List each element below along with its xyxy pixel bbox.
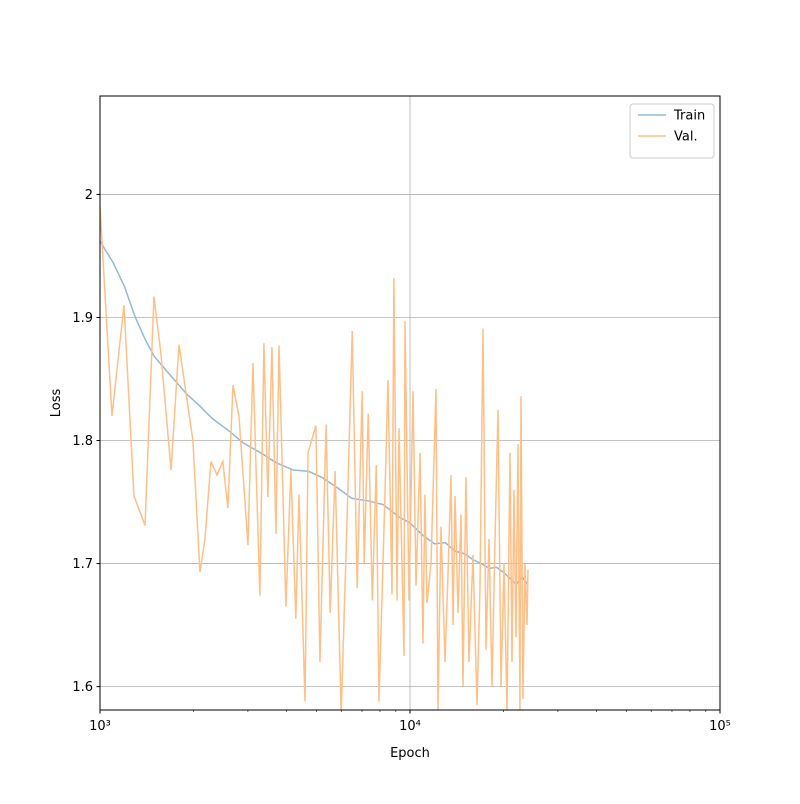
y-tick-label: 2 — [85, 188, 93, 203]
y-tick-label: 1.8 — [72, 434, 93, 449]
y-axis-label: Loss — [49, 389, 64, 418]
legend-box — [629, 103, 715, 159]
plot-area — [100, 206, 529, 710]
legend-label: Val. — [674, 130, 698, 145]
legend-label: Train — [673, 109, 705, 124]
y-tick-label: 1.6 — [72, 680, 93, 695]
ticks: 10³ 10⁴ 10⁵ 1.6 1.7 1.8 1.9 2 — [72, 188, 731, 734]
legend: Train Val. — [629, 103, 715, 159]
y-tick-label: 1.9 — [72, 311, 93, 326]
x-tick-label: 10³ — [89, 719, 111, 734]
x-axis-label: Epoch — [390, 746, 430, 761]
x-tick-label: 10⁴ — [399, 719, 421, 734]
x-tick-label: 10⁵ — [709, 719, 731, 734]
series-line — [100, 206, 529, 710]
y-tick-label: 1.7 — [72, 557, 93, 572]
